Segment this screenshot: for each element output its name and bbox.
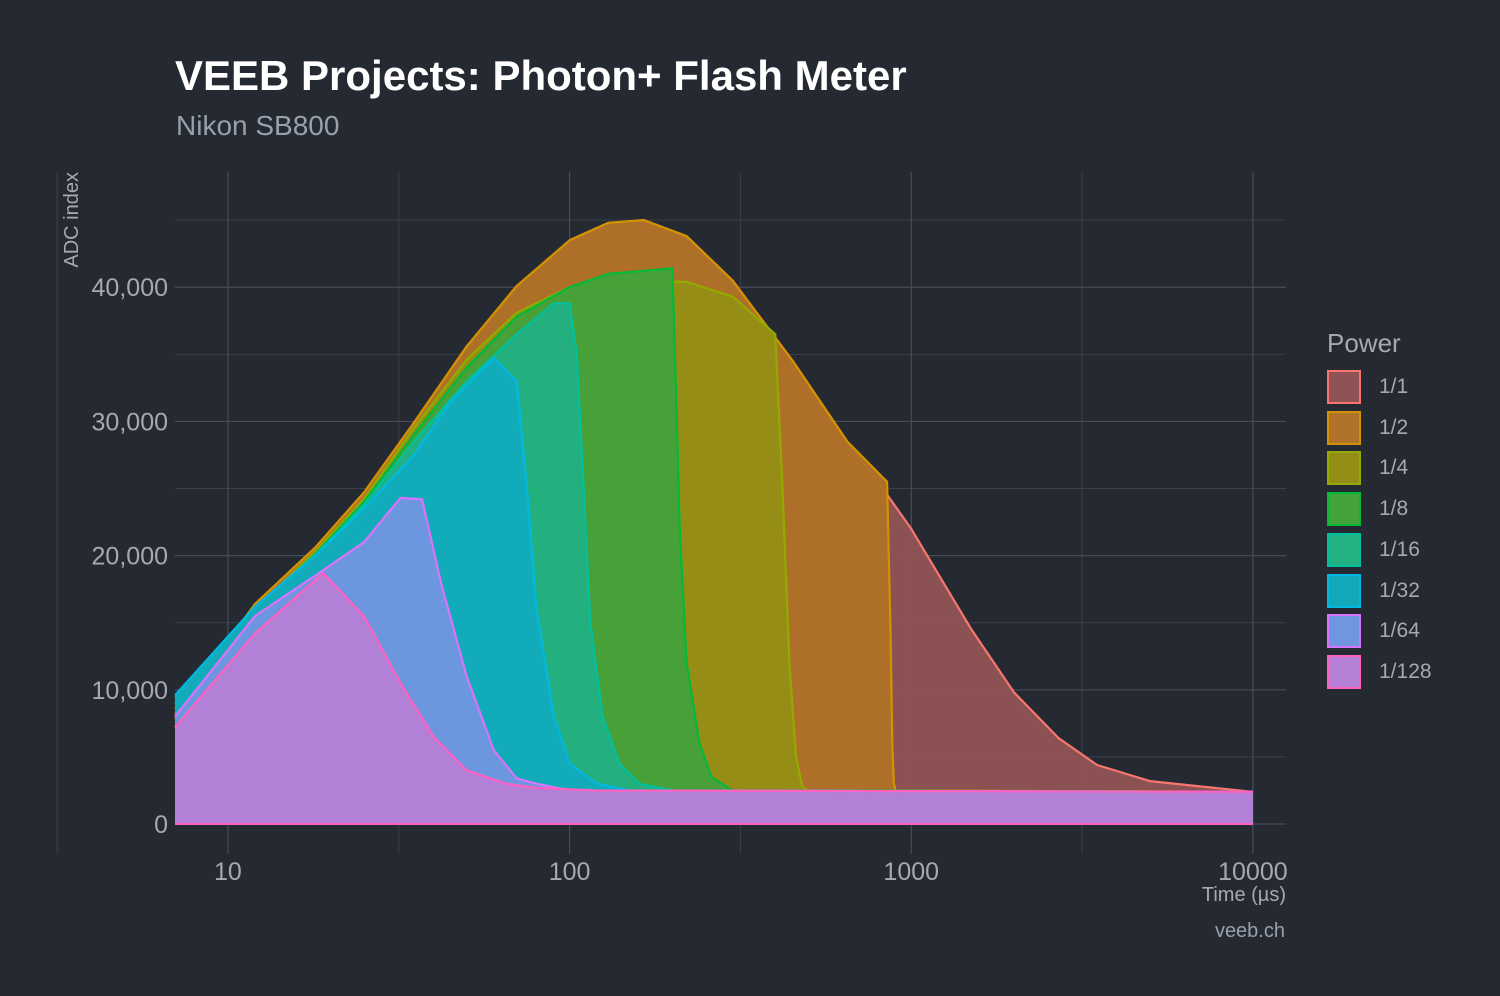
legend-item: 1/64 — [1327, 612, 1420, 650]
x-tick-label: 1000 — [883, 858, 939, 886]
line-series-1-16 — [174, 302, 1253, 793]
x-axis-label: Time (µs) — [1202, 884, 1286, 906]
chart-title: VEEB Projects: Photon+ Flash Meter — [175, 52, 907, 99]
legend-swatch — [1327, 492, 1361, 527]
legend-swatch — [1327, 410, 1361, 445]
legend-label: 1/128 — [1379, 659, 1432, 683]
legend-label: 1/8 — [1379, 497, 1409, 521]
legend-item: 1/32 — [1327, 572, 1420, 610]
y-tick-label: 10,000 — [92, 677, 168, 705]
line-series-1-32 — [174, 357, 1253, 793]
y-tick-label: 30,000 — [92, 408, 168, 436]
y-tick-label: 40,000 — [92, 274, 168, 302]
legend-swatch — [1327, 532, 1361, 567]
legend-label: 1/2 — [1379, 415, 1409, 439]
legend-label: 1/4 — [1379, 456, 1409, 480]
line-series-1-8 — [174, 267, 1253, 793]
legend-swatch — [1327, 614, 1361, 649]
legend-item: 1/1 — [1327, 368, 1408, 406]
legend-swatch — [1327, 573, 1361, 608]
legend-swatch — [1327, 451, 1361, 486]
line-series-1-128 — [174, 572, 1253, 793]
legend-label: 1/64 — [1379, 619, 1420, 643]
legend-title: Power — [1327, 328, 1401, 358]
y-tick-label: 20,000 — [92, 543, 168, 571]
series-areas — [174, 219, 1254, 825]
area-series-1-128 — [175, 573, 1253, 824]
chart-subtitle: Nikon SB800 — [176, 110, 340, 141]
legend-label: 1/16 — [1379, 537, 1420, 561]
legend-item: 1/2 — [1327, 409, 1408, 447]
x-tick-label: 100 — [549, 858, 591, 886]
legend-item: 1/4 — [1327, 449, 1408, 487]
x-tick-label: 10 — [214, 858, 242, 886]
line-series-1-2 — [174, 219, 1253, 793]
x-tick-label: 10000 — [1218, 858, 1288, 886]
legend-swatch — [1327, 370, 1361, 404]
legend-swatch — [1327, 654, 1361, 689]
y-axis-label: ADC index — [61, 172, 83, 268]
line-series-1-64 — [174, 496, 1253, 793]
legend-item: 1/16 — [1327, 531, 1420, 569]
legend-label: 1/1 — [1379, 375, 1409, 398]
legend-item: 1/128 — [1327, 653, 1432, 691]
area-series-1-64 — [175, 497, 1253, 824]
caption: veeb.ch — [1214, 920, 1285, 942]
legend-label: 1/32 — [1379, 578, 1420, 602]
y-tick-label: 0 — [154, 811, 168, 839]
legend-item: 1/8 — [1327, 490, 1408, 528]
